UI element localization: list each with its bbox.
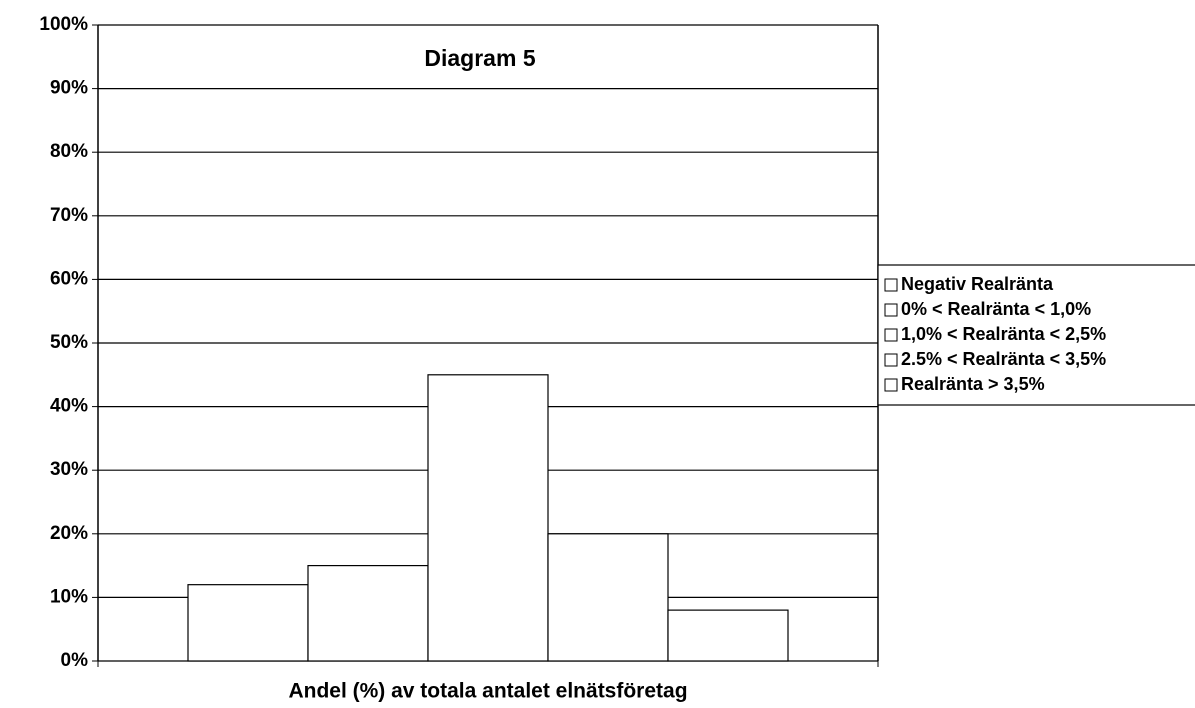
legend-swatch [884, 328, 898, 342]
chart-title: Diagram 5 [424, 45, 535, 71]
legend-label: 2.5% < Realränta < 3,5% [901, 349, 1106, 369]
legend-label: Negativ Realränta [901, 274, 1054, 294]
bar [667, 609, 789, 662]
legend-box [877, 264, 1195, 406]
legend-label: Realränta > 3,5% [901, 374, 1045, 394]
legend-swatch [884, 353, 898, 367]
legend-swatch [884, 278, 898, 292]
y-tick-label: 20% [50, 523, 88, 544]
bar [187, 584, 309, 662]
y-tick-label: 100% [39, 14, 88, 35]
y-tick-label: 50% [50, 332, 88, 353]
y-tick-label: 40% [50, 396, 88, 417]
y-tick-label: 80% [50, 141, 88, 162]
y-tick-label: 10% [50, 586, 88, 607]
legend-label: 1,0% < Realränta < 2,5% [901, 324, 1106, 344]
y-tick-label: 30% [50, 459, 88, 480]
bar [427, 374, 549, 662]
y-tick-label: 70% [50, 205, 88, 226]
legend-swatch [884, 303, 898, 317]
bar [547, 533, 669, 662]
x-axis-label: Andel (%) av totala antalet elnätsföreta… [288, 680, 687, 703]
legend-label: 0% < Realränta < 1,0% [901, 299, 1091, 319]
bar [307, 564, 429, 662]
y-tick-label: 90% [50, 78, 88, 99]
legend-swatch [884, 378, 898, 392]
y-tick-label: 0% [61, 650, 89, 671]
y-tick-label: 60% [50, 268, 88, 289]
